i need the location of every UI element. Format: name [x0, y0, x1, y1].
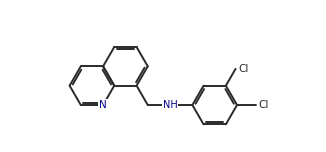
Text: Cl: Cl	[238, 64, 248, 74]
Text: Cl: Cl	[259, 100, 269, 110]
Text: N: N	[99, 100, 107, 110]
Text: NH: NH	[163, 100, 177, 110]
